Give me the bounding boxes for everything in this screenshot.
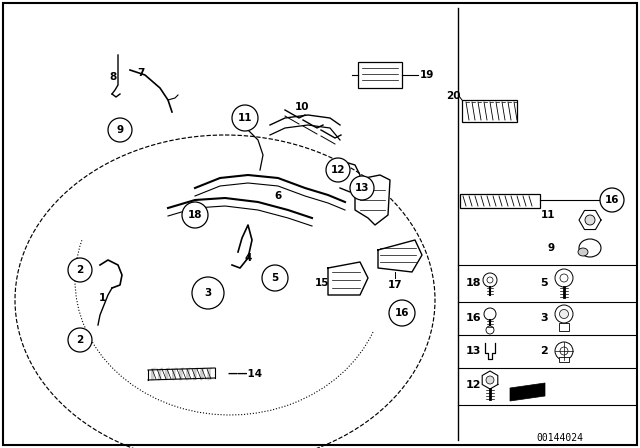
Text: 11: 11 xyxy=(541,210,555,220)
Polygon shape xyxy=(180,368,183,380)
Text: 17: 17 xyxy=(388,280,403,290)
Polygon shape xyxy=(166,368,169,380)
Text: 18: 18 xyxy=(466,278,481,288)
Text: 1: 1 xyxy=(99,293,106,303)
Polygon shape xyxy=(169,368,173,380)
Circle shape xyxy=(484,308,496,320)
Polygon shape xyxy=(378,240,422,272)
Text: 12: 12 xyxy=(466,380,481,390)
Polygon shape xyxy=(176,368,180,380)
Text: 5: 5 xyxy=(540,278,548,288)
Text: 13: 13 xyxy=(355,183,369,193)
Circle shape xyxy=(68,328,92,352)
Circle shape xyxy=(560,274,568,282)
Circle shape xyxy=(560,347,568,355)
Circle shape xyxy=(600,188,624,212)
Circle shape xyxy=(182,202,208,228)
Bar xyxy=(358,62,402,88)
Circle shape xyxy=(192,277,224,309)
Text: 9: 9 xyxy=(548,243,555,253)
Polygon shape xyxy=(152,368,155,380)
Circle shape xyxy=(108,118,132,142)
Polygon shape xyxy=(194,368,197,380)
Text: 16: 16 xyxy=(395,308,409,318)
Polygon shape xyxy=(482,371,498,389)
Text: 6: 6 xyxy=(275,191,282,201)
Text: 20: 20 xyxy=(447,91,461,101)
Polygon shape xyxy=(162,368,166,380)
Circle shape xyxy=(326,158,350,182)
Text: 3: 3 xyxy=(540,313,548,323)
Bar xyxy=(460,194,540,208)
Text: 10: 10 xyxy=(295,102,309,112)
Polygon shape xyxy=(148,368,152,380)
Circle shape xyxy=(555,269,573,287)
Polygon shape xyxy=(187,368,190,380)
Text: 2: 2 xyxy=(540,346,548,356)
Ellipse shape xyxy=(578,248,588,256)
Polygon shape xyxy=(579,211,601,229)
Polygon shape xyxy=(204,368,208,380)
Polygon shape xyxy=(197,368,201,380)
Circle shape xyxy=(262,265,288,291)
Circle shape xyxy=(585,215,595,225)
Text: 16: 16 xyxy=(466,313,482,323)
Text: 2: 2 xyxy=(76,335,84,345)
Circle shape xyxy=(486,376,494,384)
Polygon shape xyxy=(208,368,211,380)
Circle shape xyxy=(389,300,415,326)
Text: 19: 19 xyxy=(420,70,435,80)
Polygon shape xyxy=(183,368,187,380)
Circle shape xyxy=(483,273,497,287)
Text: 3: 3 xyxy=(204,288,212,298)
Bar xyxy=(559,323,569,331)
Circle shape xyxy=(232,105,258,131)
Circle shape xyxy=(555,305,573,323)
Ellipse shape xyxy=(579,239,601,257)
Polygon shape xyxy=(155,368,159,380)
Text: 5: 5 xyxy=(271,273,278,283)
Circle shape xyxy=(350,176,374,200)
Bar xyxy=(559,357,569,362)
Circle shape xyxy=(68,258,92,282)
Text: 15: 15 xyxy=(315,278,329,288)
Circle shape xyxy=(487,277,493,283)
Polygon shape xyxy=(201,368,204,380)
Circle shape xyxy=(559,310,568,319)
Circle shape xyxy=(486,326,494,334)
Text: 9: 9 xyxy=(116,125,124,135)
Text: 8: 8 xyxy=(109,72,116,82)
Text: 12: 12 xyxy=(331,165,345,175)
Text: 11: 11 xyxy=(237,113,252,123)
Polygon shape xyxy=(211,368,215,380)
Polygon shape xyxy=(190,368,194,380)
Polygon shape xyxy=(510,383,545,401)
Polygon shape xyxy=(159,368,162,380)
Polygon shape xyxy=(173,368,176,380)
Text: 13: 13 xyxy=(466,346,481,356)
Polygon shape xyxy=(355,175,390,225)
Text: 18: 18 xyxy=(188,210,202,220)
Text: 4: 4 xyxy=(244,253,252,263)
Bar xyxy=(462,100,517,122)
Text: 16: 16 xyxy=(605,195,620,205)
Text: 2: 2 xyxy=(76,265,84,275)
Text: ——14: ——14 xyxy=(228,369,263,379)
Text: 00144024: 00144024 xyxy=(536,433,584,443)
Polygon shape xyxy=(328,262,368,295)
Text: 7: 7 xyxy=(138,68,145,78)
Circle shape xyxy=(555,342,573,360)
